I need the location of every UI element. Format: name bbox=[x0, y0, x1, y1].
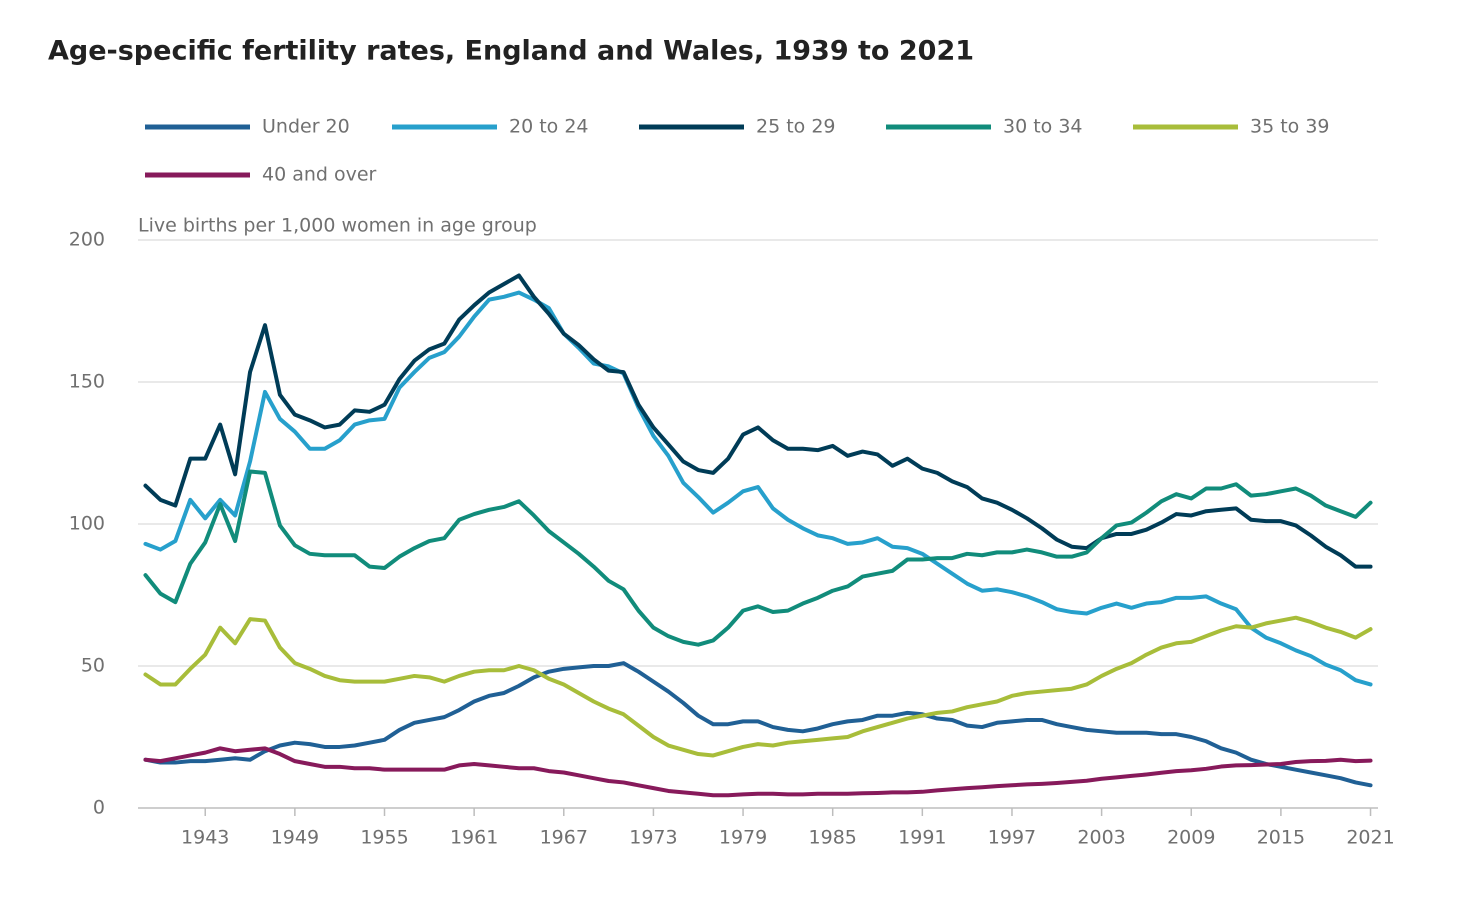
y-axis-label: Live births per 1,000 women in age group bbox=[138, 215, 537, 237]
series-line bbox=[143, 469, 1373, 647]
x-tick-label: 1985 bbox=[809, 827, 857, 849]
series-line bbox=[143, 273, 1373, 569]
x-tick-label: 2021 bbox=[1346, 827, 1394, 849]
legend-label: 20 to 24 bbox=[509, 116, 589, 138]
y-tick-label: 150 bbox=[69, 371, 105, 393]
x-tick-label: 1997 bbox=[988, 827, 1036, 849]
legend-label: Under 20 bbox=[262, 116, 350, 138]
legend-label: 40 and over bbox=[262, 164, 377, 186]
chart-title: Age-specific fertility rates, England an… bbox=[48, 36, 974, 67]
y-tick-label: 100 bbox=[69, 513, 105, 535]
x-tick-label: 1943 bbox=[181, 827, 229, 849]
series-line bbox=[143, 661, 1373, 788]
x-tick-label: 1991 bbox=[898, 827, 946, 849]
series-line bbox=[143, 290, 1373, 687]
x-tick-label: 1979 bbox=[719, 827, 767, 849]
y-tick-label: 50 bbox=[81, 655, 105, 677]
y-tick-label: 0 bbox=[93, 797, 105, 819]
y-tick-label: 200 bbox=[69, 229, 105, 251]
x-tick-label: 1967 bbox=[540, 827, 588, 849]
x-tick-label: 1949 bbox=[271, 827, 319, 849]
series-line bbox=[143, 746, 1373, 798]
legend-label: 35 to 39 bbox=[1250, 116, 1330, 138]
x-tick-label: 2003 bbox=[1077, 827, 1125, 849]
x-tick-label: 1961 bbox=[450, 827, 498, 849]
x-tick-label: 1973 bbox=[629, 827, 677, 849]
x-tick-label: 2015 bbox=[1257, 827, 1305, 849]
legend-label: 25 to 29 bbox=[756, 116, 836, 138]
series-line bbox=[143, 615, 1373, 758]
legend-label: 30 to 34 bbox=[1003, 116, 1083, 138]
x-tick-label: 2009 bbox=[1167, 827, 1215, 849]
x-tick-label: 1955 bbox=[360, 827, 408, 849]
